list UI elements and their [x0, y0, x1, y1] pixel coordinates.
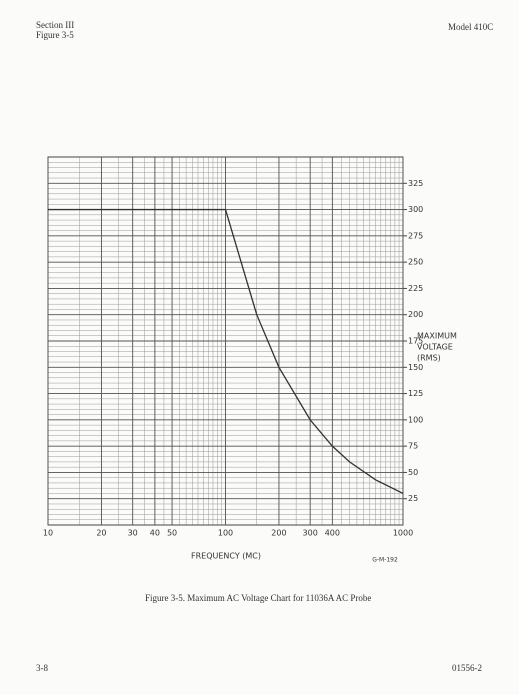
x-tick-label: 50: [167, 529, 177, 538]
y-tick-label: 75: [408, 442, 418, 451]
y-axis-label: VOLTAGE: [417, 343, 453, 352]
x-tick-label: 200: [271, 529, 286, 538]
section: Section III: [36, 20, 75, 30]
line: [48, 208, 404, 495]
y-tick-label: 225: [408, 284, 423, 293]
y-axis-label: MAXIMUM: [417, 332, 457, 341]
x-tick-label: 300: [303, 529, 318, 538]
x-tick-label: 20: [96, 529, 106, 538]
figure-ref: Figure 3-5: [36, 30, 74, 40]
y-tick-label: 150: [408, 363, 423, 372]
drawing-code: G-M-192: [372, 557, 398, 564]
y-tick-label: 275: [408, 231, 423, 240]
x-tick-label: 400: [325, 529, 340, 538]
y-tick-label: 125: [408, 389, 423, 398]
y-tick-label: 175: [408, 337, 423, 346]
doc-number: 01556-2: [452, 663, 482, 673]
y-tick-label: 50: [408, 468, 418, 477]
y-tick-label: 25: [408, 494, 418, 503]
x-tick-label: 100: [218, 529, 233, 538]
y-tick-label: 325: [408, 179, 423, 188]
y-tick-label: 300: [408, 205, 423, 214]
x-tick-label: 1000: [393, 529, 413, 538]
x-tick-label: 30: [128, 529, 138, 538]
y-axis-label: (RMS): [417, 354, 441, 363]
x-tick-label: 40: [150, 529, 160, 538]
y-tick-label: 250: [408, 258, 423, 267]
page-number: 3-8: [36, 663, 48, 673]
y-tick-label: 100: [408, 415, 423, 424]
caption: Figure 3-5. Maximum AC Voltage Chart for…: [145, 593, 372, 603]
y-tick-label: 200: [408, 310, 423, 319]
model: Model 410C: [448, 22, 494, 32]
x-tick-label: 10: [43, 529, 53, 538]
x-axis-label: FREQUENCY (MC): [191, 552, 261, 561]
